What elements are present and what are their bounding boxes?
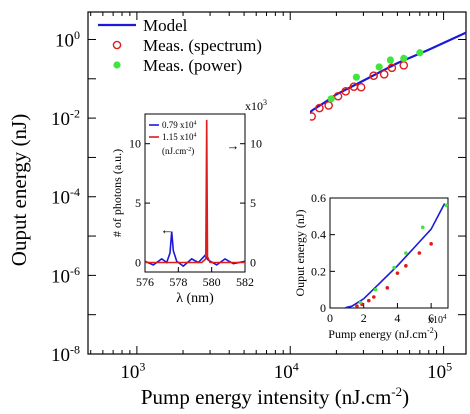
x-tick-label: 105 [427,359,452,383]
inset-left-y-tick-label: 0 [135,255,141,269]
inset-left-x-tick-label: 576 [136,275,154,289]
power-point [386,56,395,64]
inset-right-point [429,242,433,246]
inset-left-y-right-tick-label: 10 [250,137,262,151]
inset-right-point [366,298,371,303]
spectrum-point [369,71,378,80]
main-y-axis-label: Ouput energy (nJ) [7,114,31,266]
inset-left-frame [144,113,246,273]
inset-right-point [417,251,422,255]
legend-label: Meas. (spectrum) [143,36,262,55]
x-tick-label: 104 [274,359,299,383]
inset-left-legend-unit: (nJ.cm-2) [162,146,194,156]
inset-right-y-tick-label: 0.4 [311,228,326,242]
inset-right-x-tick-label: 6 [428,311,434,325]
inset-right-point [392,265,396,270]
legend-circle-swatch [112,40,122,50]
power-point [400,54,408,63]
spectrum-point [324,101,333,110]
inset-left-arrow-left: ← [161,222,174,237]
y-tick-label: 10-6 [51,264,80,288]
y-tick-label: 10-2 [51,107,80,131]
inset-left-legend-label: 0.79 x104 [162,120,197,130]
inset-left-arrow-right: → [227,138,240,153]
legend-label: Meas. (power) [143,56,242,75]
y-tick-label: 10-8 [51,342,80,366]
legend-label: Model [143,16,188,35]
spectrum-point [387,63,397,73]
inset-left-y-tick-label: 5 [135,196,141,210]
inset-left-y-right-tick-label: 0 [250,255,256,269]
inset-right-y-tick-label: 0.2 [311,264,326,278]
inset-right-point [395,271,400,275]
inset-left-x-tick-label: 580 [203,275,221,289]
inset-right-model-line [344,203,446,309]
inset-right-y-tick-label: 0 [320,301,326,315]
inset-right-multiplier: x104 [428,313,447,326]
power-point [375,63,383,71]
power-point [416,49,424,57]
x-tick-label: 103 [120,359,145,383]
main-x-axis-label: Pump energy intensity (nJ.cm-2) [141,384,409,409]
inset-right-point [355,304,359,308]
inset-left-y-tick-label: 10 [129,137,141,151]
inset-left-chart: 576 578 580 582 0 5 10 0 5 10 x103 λ (nm) # of photo… [110,82,310,332]
inset-left-y-right-tick-label: 5 [250,196,256,210]
spectrum-point [399,61,409,70]
inset-left-multiplier: x103 [245,98,267,113]
inset-right-point [373,287,378,292]
inset-right-x-tick-label: 2 [361,311,367,325]
spectrum-point [315,103,324,113]
spectrum-point [333,91,343,101]
power-point [352,73,360,81]
inset-right-x-label: Pump energy (nJ.cm-2) [328,326,437,341]
inset-right-point [444,203,449,208]
spectrum-point [341,87,351,96]
inset-right-frame [329,197,449,309]
inset-right-point [358,300,363,305]
main-plot-frame [87,11,467,355]
spectrum-point [379,70,389,79]
power-point [327,95,335,103]
inset-right-x-tick-label: 0 [327,311,333,325]
inset-right-x-tick-label: 4 [394,311,400,325]
inset-left-legend-label: 1.15 x104 [162,132,197,142]
inset-left-y-label: # of photons (a.u.) [110,149,124,237]
inset-left-x-tick-label: 578 [169,275,187,289]
inset-right-point [420,225,425,230]
inset-left-x-tick-label: 582 [236,275,254,289]
inset-left-series-line [145,119,245,264]
inset-right-point [372,295,376,299]
inset-right-y-label: Ouput energy (nJ) [293,209,307,296]
inset-right-y-tick-label: 0.6 [311,191,326,205]
inset-left-x-label: λ (nm) [176,291,214,306]
inset-right-point [404,251,408,255]
inset-right-point [404,264,408,268]
y-tick-label: 100 [55,28,80,52]
y-tick-label: 10-4 [51,185,80,209]
legend-dot-swatch [113,61,121,69]
inset-right-point [385,286,390,290]
spectrum-point [356,82,366,92]
